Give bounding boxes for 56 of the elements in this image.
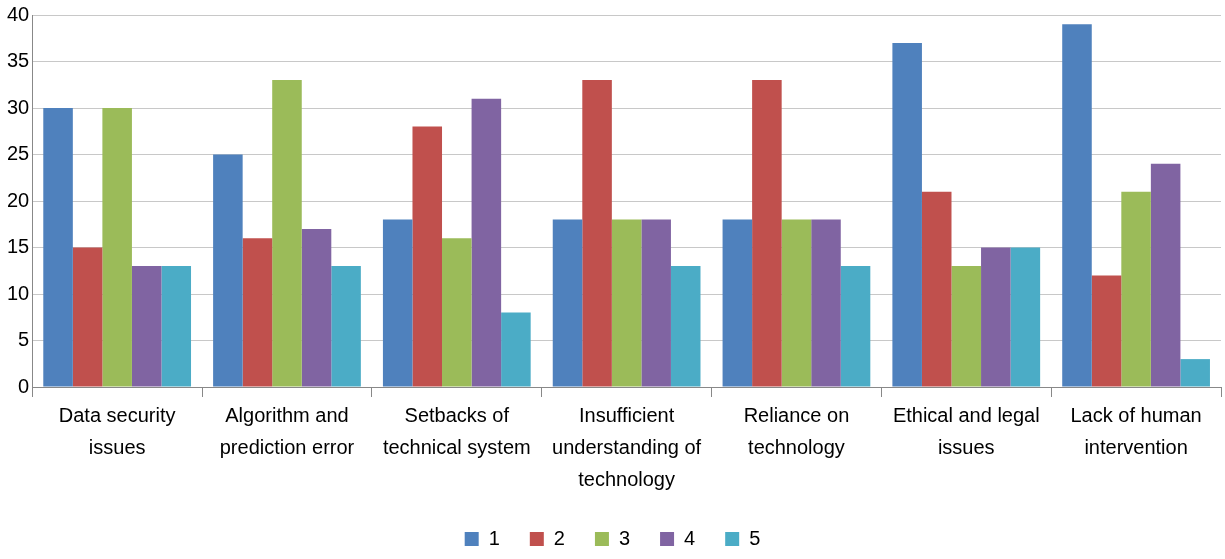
bar: [752, 80, 782, 387]
bar: [412, 126, 443, 387]
bar: [301, 228, 332, 387]
legend-label: 5: [749, 526, 761, 549]
legend-label: 3: [618, 526, 631, 549]
x-tick-label: Lack of human intervention: [1070, 403, 1202, 458]
bar: [921, 191, 952, 387]
y-tick-label: 5: [18, 328, 30, 351]
bar: [781, 219, 812, 387]
y-tick-label: 10: [7, 281, 30, 304]
bar: [1121, 191, 1151, 387]
legend-label: 2: [553, 526, 565, 549]
bar: [981, 247, 1011, 387]
y-tick-label: 20: [7, 188, 30, 211]
y-tick-label: 35: [7, 49, 30, 72]
bar: [72, 247, 103, 387]
y-tick-label: 40: [7, 2, 30, 25]
bar: [161, 266, 192, 387]
bar: [1010, 247, 1041, 387]
y-tick-label: 15: [7, 235, 30, 258]
legend-label: 1: [488, 526, 500, 549]
bar: [670, 266, 701, 387]
bar: [131, 266, 162, 387]
bar: [1150, 163, 1181, 387]
bar: [43, 108, 73, 387]
bar: [722, 219, 753, 387]
bar: [213, 154, 243, 387]
x-tick-label: Setbacks of technical system: [382, 403, 531, 458]
bar: [892, 42, 922, 387]
y-tick-label: 25: [7, 142, 30, 165]
bar: [102, 108, 132, 387]
bar: [501, 312, 531, 387]
bar: [811, 219, 841, 387]
bar: [641, 219, 671, 387]
bar: [582, 80, 612, 387]
bar: [1180, 359, 1210, 387]
x-tick-label: Reliance on technology: [743, 403, 850, 458]
bar: [951, 266, 982, 387]
x-tick-label: Insufficient understanding of technology: [552, 403, 702, 490]
x-tick-label: Data security issues: [58, 403, 176, 458]
bar: [1091, 275, 1122, 387]
bar: [272, 80, 302, 387]
bar: [331, 266, 361, 387]
bar: [442, 238, 472, 387]
bar: [552, 219, 583, 387]
bar: [242, 238, 273, 387]
bar: [840, 266, 871, 387]
bar: [1062, 24, 1092, 387]
y-tick-label: 0: [18, 374, 30, 397]
y-tick-label: 30: [7, 95, 30, 118]
legend-label: 4: [684, 526, 696, 549]
bar: [382, 219, 413, 387]
x-tick-label: Algorithm and prediction error: [219, 403, 355, 458]
bar: [611, 219, 642, 387]
x-tick-label: Ethical and legal issues: [892, 403, 1040, 458]
bar: [471, 98, 502, 387]
